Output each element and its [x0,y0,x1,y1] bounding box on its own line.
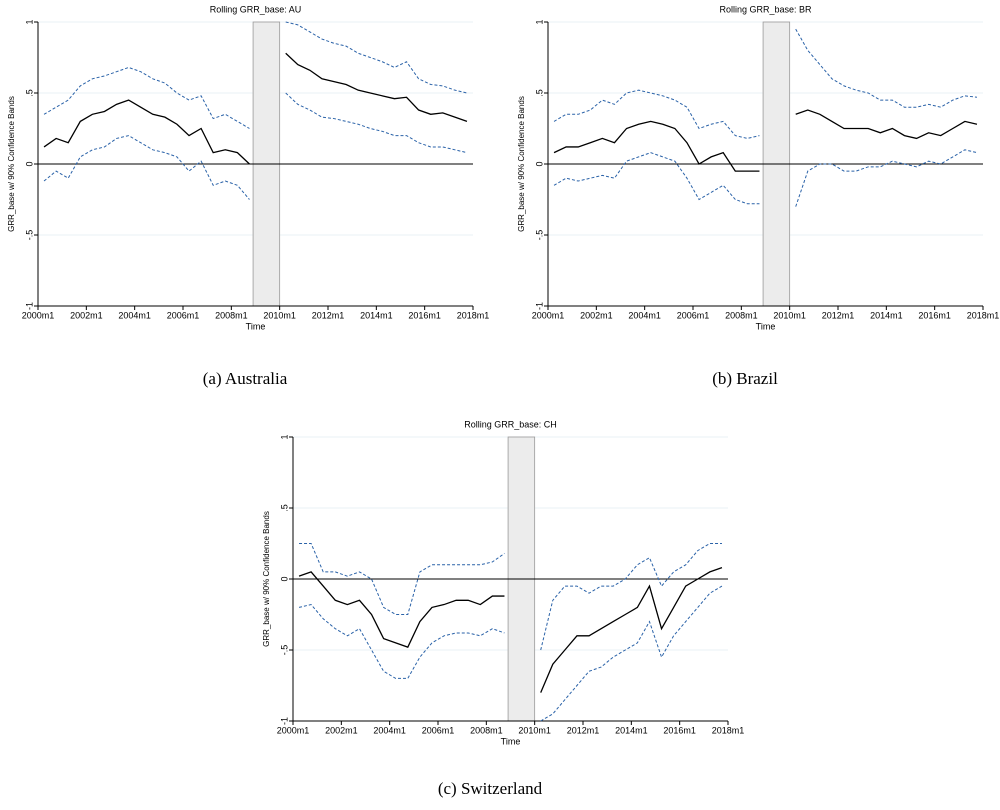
y-tick-label: -1 [534,302,544,310]
x-tick-label: 2016m1 [918,310,951,320]
x-tick-label: 2014m1 [615,725,648,735]
x-tick-label: 2004m1 [628,310,661,320]
x-tick-label: 2010m1 [518,725,551,735]
y-tick-label: 0 [534,161,544,166]
x-tick-label: 2010m1 [773,310,806,320]
y-tick-label: -1 [279,717,289,725]
x-tick-label: 2012m1 [822,310,855,320]
x-axis-label: Time [501,736,521,746]
chart-panel: Rolling GRR_base: CH -1 -.5 0 .5 1 2000m1 2002m… [262,419,744,746]
series-line [298,585,723,722]
x-tick-label: 2002m1 [325,725,358,735]
x-tick-label: 2000m1 [277,725,310,735]
x-tick-label: 2016m1 [663,725,696,735]
x-tick-label: 2000m1 [22,310,55,320]
y-tick-label: .5 [24,89,34,97]
series-line [299,543,722,651]
x-tick-label: 2006m1 [677,310,710,320]
x-tick-label: 2008m1 [215,310,248,320]
y-axis-label: GRR_base w/ 90% Confidence Bands [7,96,16,232]
x-tick-label: 2018m1 [712,725,745,735]
x-tick-label: 2004m1 [373,725,406,735]
series-line [298,567,723,693]
x-tick-label: 2002m1 [70,310,103,320]
x-tick-label: 2008m1 [725,310,758,320]
panel-caption: (c) Switzerland [438,779,543,798]
x-tick-label: 2000m1 [532,310,565,320]
x-tick-label: 2006m1 [422,725,455,735]
series-line [553,149,978,207]
y-axis-label: GRR_base w/ 90% Confidence Bands [517,96,526,232]
y-tick-label: 0 [279,576,289,581]
x-axis-label: Time [246,321,266,331]
y-tick-label: 0 [24,161,34,166]
y-tick-label: -.5 [279,645,289,656]
y-tick-label: 1 [534,19,544,24]
y-tick-label: -.5 [24,230,34,241]
x-tick-label: 2010m1 [263,310,296,320]
y-tick-label: -1 [24,302,34,310]
chart-title: Rolling GRR_base: AU [210,4,302,14]
series-line [43,92,468,200]
chart-panel: Rolling GRR_base: AU -1 -.5 0 .5 1 2000m1 2002m… [7,4,489,331]
y-tick-label: -.5 [534,230,544,241]
x-tick-label: 2014m1 [870,310,903,320]
chart-panel: Rolling GRR_base: BR -1 -.5 0 .5 1 2000m1 2002m… [517,4,999,331]
series-line [43,21,468,129]
x-tick-label: 2008m1 [470,725,503,735]
y-tick-label: 1 [24,19,34,24]
x-tick-label: 2012m1 [312,310,345,320]
x-axis-label: Time [756,321,776,331]
series-line [553,28,978,139]
y-tick-label: .5 [534,89,544,97]
x-tick-label: 2014m1 [360,310,393,320]
x-tick-label: 2018m1 [967,310,1000,320]
y-tick-label: 1 [279,434,289,439]
chart-title: Rolling GRR_base: CH [464,419,557,429]
x-tick-label: 2018m1 [457,310,490,320]
x-tick-label: 2002m1 [580,310,613,320]
x-tick-label: 2016m1 [408,310,441,320]
x-tick-label: 2006m1 [167,310,200,320]
x-tick-label: 2004m1 [118,310,151,320]
panel-caption: (b) Brazil [712,369,778,388]
series-line [553,109,978,172]
x-tick-label: 2012m1 [567,725,600,735]
y-tick-label: .5 [279,504,289,512]
panel-caption: (a) Australia [203,369,288,388]
chart-title: Rolling GRR_base: BR [719,4,812,14]
y-axis-label: GRR_base w/ 90% Confidence Bands [262,511,271,647]
series-line [43,52,468,165]
